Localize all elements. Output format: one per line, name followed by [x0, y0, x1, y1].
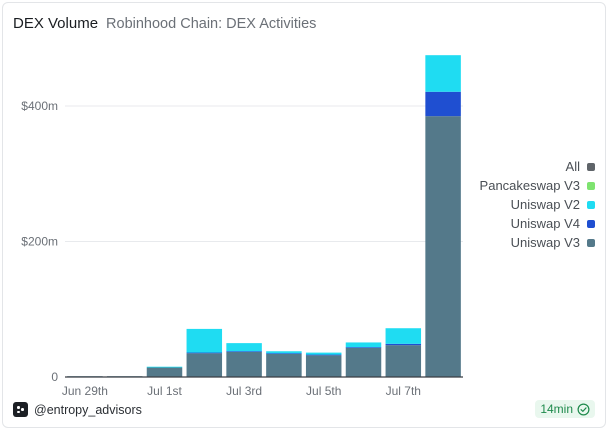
legend-label: Pancakeswap V3 [479, 178, 580, 193]
x-tick-label: Jul 5th [306, 384, 341, 398]
bar-segment [226, 351, 262, 352]
x-tick-label: Jul 3rd [226, 384, 262, 398]
legend-swatch [587, 162, 595, 171]
bar-segment [305, 352, 342, 355]
attribution[interactable]: @entropy_advisors [13, 402, 142, 417]
chart-title: DEX Volume [13, 15, 99, 32]
chart-header: DEX Volume Robinhood Chain: DEX Activiti… [13, 15, 316, 32]
bar-segment [345, 347, 382, 377]
dex-volume-chart: 0 $200m $400m Jun 29th Jul 1st Jul 3rd Jul 5th… [21, 55, 463, 398]
bar-segment [146, 367, 183, 377]
x-tick-label: Jul 1st [147, 384, 182, 398]
legend-swatch [587, 219, 595, 228]
legend-swatch [587, 200, 595, 209]
legend-item[interactable]: Uniswap V2 [511, 197, 595, 212]
x-tick-label: Jul 7th [386, 384, 421, 398]
bar-segment [266, 353, 302, 377]
bar-segment [266, 351, 302, 354]
bar-segment [345, 347, 382, 348]
bar-segment [385, 345, 422, 377]
y-tick-label: 0 [51, 370, 58, 384]
attribution-handle: @entropy_advisors [34, 402, 142, 417]
bar-segment [425, 91, 461, 117]
bar-segment [226, 343, 262, 352]
bar-segment [385, 328, 422, 344]
freshness-label: 14min [540, 402, 573, 416]
legend-label: Uniswap V2 [510, 197, 580, 212]
legend-item[interactable]: Uniswap V4 [511, 216, 595, 231]
bar-segment [305, 354, 342, 356]
chart-subtitle: Robinhood Chain: DEX Activities [106, 16, 317, 32]
bar-segment [146, 366, 183, 368]
check-circle-icon [577, 403, 590, 415]
bar-segment [266, 353, 302, 354]
bar-segment [305, 355, 342, 377]
bar-segment [385, 343, 422, 346]
legend-label: Uniswap V3 [510, 235, 580, 250]
bar-segment [186, 353, 223, 377]
bar-segment [186, 352, 223, 354]
entropy-logo-icon [13, 402, 28, 417]
bar-segment [425, 55, 461, 92]
legend-label: All [565, 159, 580, 174]
legend-item[interactable]: All [566, 159, 595, 174]
y-tick-label: $200m [21, 235, 58, 249]
legend-item[interactable]: Pancakeswap V3 [480, 178, 595, 193]
bar-segment [425, 116, 461, 377]
legend-item[interactable]: Uniswap V3 [511, 235, 595, 250]
data-freshness-badge: 14min [535, 400, 595, 418]
bar-segment [186, 328, 223, 353]
x-tick-label: Jun 29th [62, 384, 108, 398]
y-tick-label: $400m [21, 99, 58, 113]
legend-label: Uniswap V4 [510, 216, 580, 231]
bar-segment [345, 342, 382, 348]
legend-swatch [587, 238, 595, 247]
bar-segment [226, 351, 262, 377]
legend-swatch [587, 181, 595, 190]
chart-legend: All Pancakeswap V3 Uniswap V2 Uniswap V4 Uni… [480, 159, 595, 250]
